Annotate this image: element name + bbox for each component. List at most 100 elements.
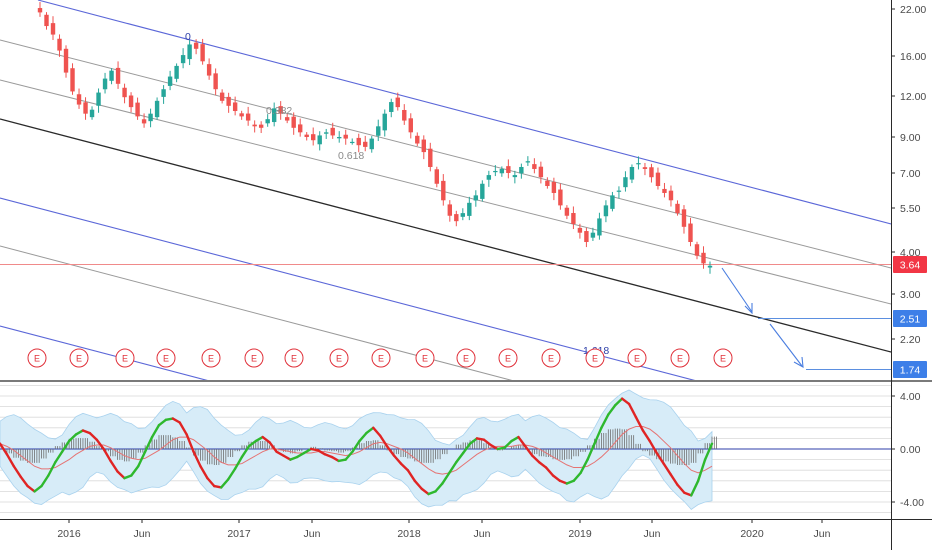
indicator-tick-label: 4.00 <box>900 391 921 403</box>
indicator-band <box>0 389 713 510</box>
candle-body <box>571 213 576 224</box>
candle-body <box>473 195 479 201</box>
macd-line-segment <box>95 438 105 451</box>
candle-body <box>655 172 661 187</box>
fib-0382-line <box>0 39 891 269</box>
price-tick-label: 12.00 <box>900 91 926 103</box>
indicator-tick-label: -4.00 <box>900 497 924 509</box>
macd-line-segment <box>537 461 548 469</box>
macd-line-segment <box>455 451 465 464</box>
candle-body <box>610 195 615 209</box>
candle-body <box>363 141 368 147</box>
candle-body <box>252 124 257 127</box>
macd-line-segment <box>358 431 368 443</box>
candle-body <box>447 204 453 216</box>
earnings-event-label: E <box>336 354 342 364</box>
macd-line-segment <box>26 484 36 493</box>
current-price-tag: 3.64 <box>893 256 927 273</box>
candle-body <box>324 132 329 134</box>
earnings-event-marker[interactable] <box>27 348 47 368</box>
macd-line-segment <box>648 439 658 455</box>
arrow-2-head <box>793 356 804 368</box>
earnings-event-label: E <box>378 354 384 364</box>
macd-line-segment <box>531 454 541 464</box>
arrow-1-head <box>744 303 753 315</box>
candle-body <box>629 166 635 180</box>
earnings-event-marker[interactable] <box>670 348 690 368</box>
macd-line-segment <box>489 443 499 451</box>
earnings-event-marker[interactable] <box>415 348 435 368</box>
earnings-event-marker[interactable] <box>456 348 476 368</box>
earnings-event-label: E <box>291 354 297 364</box>
earnings-event-marker[interactable] <box>201 348 221 368</box>
current-price-label: 3.64 <box>900 260 921 272</box>
macd-line-segment <box>5 453 16 468</box>
earnings-event-marker[interactable] <box>713 348 733 368</box>
time-axis[interactable]: 2016 Jun 2017 Jun 2018 Jun 2019 Jun 2020 Jun <box>57 519 831 540</box>
macd-line-segment <box>593 426 603 445</box>
signal-line <box>0 425 713 475</box>
time-tick-label: Jun <box>644 528 661 540</box>
earnings-event-marker[interactable] <box>498 348 518 368</box>
macd-line-segment <box>157 418 168 427</box>
candle-body <box>636 163 641 165</box>
candle-body <box>467 202 472 216</box>
candle-body <box>649 167 654 178</box>
candle-body <box>239 113 244 117</box>
candle-body <box>675 203 680 214</box>
earnings-event-marker[interactable] <box>69 348 89 368</box>
candle-body <box>167 76 173 86</box>
macd-line-segment <box>206 476 216 488</box>
macd-line-segment <box>130 465 140 477</box>
earnings-event-marker[interactable] <box>156 348 176 368</box>
macd-line-segment <box>330 455 340 463</box>
candle-body <box>389 102 394 112</box>
macd-line-segment <box>171 417 181 424</box>
fib-extension-line <box>0 245 513 380</box>
earnings-event-marker[interactable] <box>284 348 304 368</box>
macd-line-segment <box>482 438 492 447</box>
candle-body <box>551 181 557 193</box>
earnings-event-marker[interactable] <box>585 348 605 368</box>
earnings-event-label: E <box>163 354 169 364</box>
macd-line-segment <box>503 439 513 449</box>
macd-line-segment <box>33 484 43 493</box>
candle-body <box>135 102 140 117</box>
candle-body <box>350 141 355 144</box>
indicator-tick-label: 0.00 <box>900 444 921 456</box>
candle-body <box>434 169 439 184</box>
indicator-axis[interactable]: 4.00 0.00 -4.00 <box>891 391 924 509</box>
macd-line-segment <box>468 437 479 445</box>
time-tick-label: 2020 <box>740 528 764 540</box>
candle-body <box>193 42 199 49</box>
candle-body <box>232 102 238 112</box>
macd-line-segment <box>12 465 22 479</box>
macd-line-segment <box>434 482 444 493</box>
earnings-event-marker[interactable] <box>115 348 135 368</box>
earnings-event-marker[interactable] <box>371 348 391 368</box>
macd-line-segment <box>385 445 396 457</box>
fib-label-0618: 0.618 <box>338 150 364 162</box>
earnings-event-marker[interactable] <box>627 348 647 368</box>
candle-body <box>226 96 231 106</box>
macd-line-segment <box>378 434 389 448</box>
earnings-event-marker[interactable] <box>329 348 349 368</box>
macd-line-segment <box>67 433 78 443</box>
macd-line-segment <box>316 449 327 456</box>
candle-body <box>395 97 400 108</box>
macd-line-segment <box>558 479 569 485</box>
candle-body <box>304 134 309 137</box>
projection-arrows <box>721 267 804 368</box>
earnings-event-marker[interactable] <box>541 348 561 368</box>
macd-line-segment <box>261 435 271 444</box>
earnings-event-marker[interactable] <box>244 348 264 368</box>
macd-line-segment <box>81 429 92 435</box>
macd-line-segment <box>220 478 230 489</box>
macd-line-segment <box>579 458 589 475</box>
macd-line-segment <box>102 447 112 463</box>
candle-body <box>480 183 485 199</box>
candle-body <box>415 135 420 144</box>
